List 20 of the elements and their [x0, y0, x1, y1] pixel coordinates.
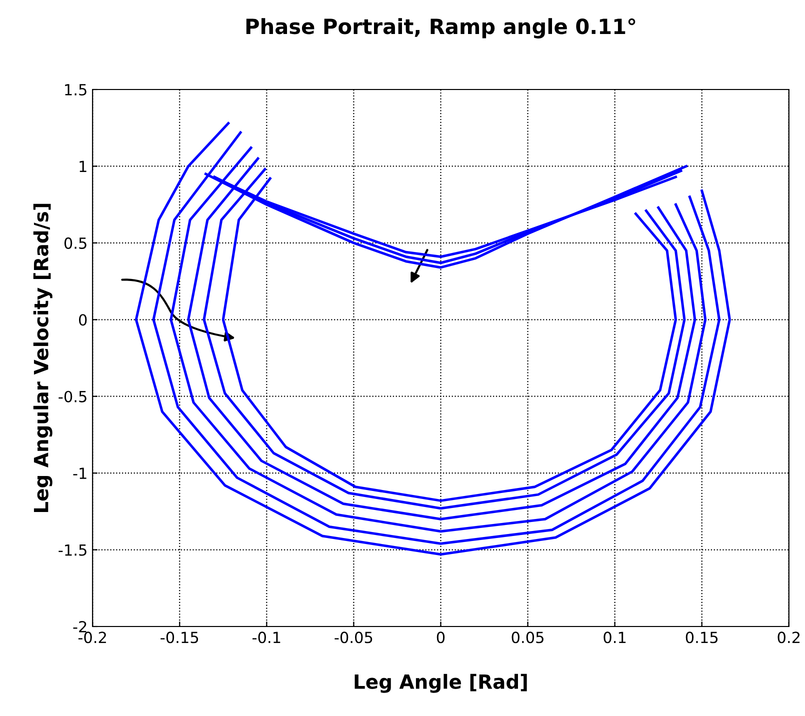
y-tick-label: 1.5: [65, 84, 86, 96]
x-tick-label: 0.2: [778, 632, 800, 644]
x-tick-label: -0.1: [252, 632, 280, 644]
x-tick-label: 0: [436, 632, 445, 644]
y-tick-label: -1.5: [58, 544, 86, 556]
x-tick-label: -0.05: [334, 632, 372, 644]
y-tick-label: -0.5: [58, 390, 86, 402]
x-tick-label: -0.15: [160, 632, 198, 644]
x-tick-label: 0.1: [604, 632, 626, 644]
x-tick-label: 0.15: [686, 632, 718, 644]
x-axis-title: Leg Angle [Rad]: [354, 674, 527, 693]
y-tick-label: 0.5: [64, 237, 86, 249]
y-tick-label: -1: [73, 468, 86, 479]
y-tick-label: 0: [79, 314, 87, 326]
y-axis-title: Leg Angular Velocity [Rad/s]: [33, 204, 52, 512]
x-tick-label: -0.2: [78, 632, 106, 644]
y-tick-label: -2: [73, 620, 86, 632]
x-tick-label: 0.05: [512, 632, 544, 644]
chart-title: Phase Portrait, Ramp angle 0.11°: [246, 18, 636, 38]
y-tick-label: 1: [80, 160, 86, 172]
